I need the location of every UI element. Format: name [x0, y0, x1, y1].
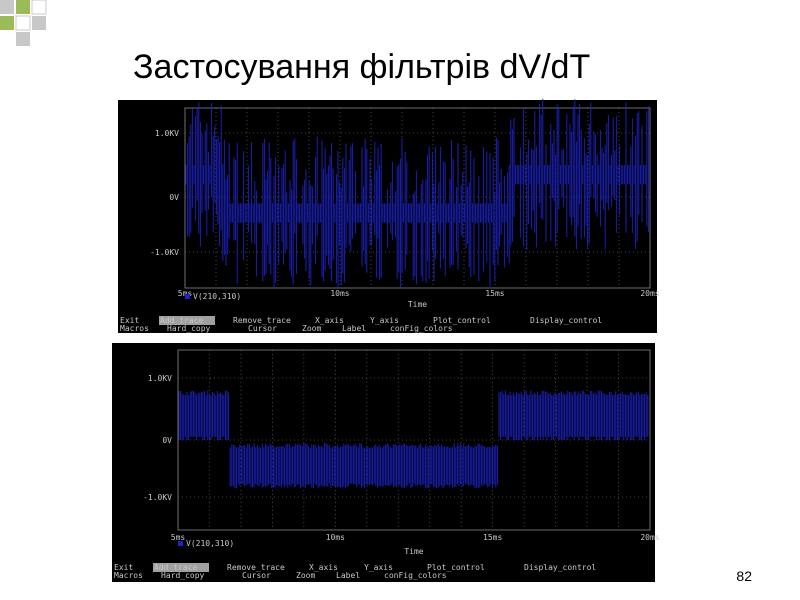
menu-item: Cursor	[248, 324, 277, 333]
menu-item: X_axis	[309, 563, 338, 572]
slide-title: Застосування фільтрів dV/dT	[133, 48, 590, 86]
y-tick-label: 0V	[169, 193, 179, 202]
x-tick-label: 15ms	[483, 533, 502, 542]
x-axis-label: Time	[408, 300, 427, 309]
menu-item: Add_trace	[154, 563, 198, 572]
waveform	[178, 390, 649, 489]
menu-item: Plot_control	[427, 563, 485, 572]
y-tick-label: 1.0KV	[155, 129, 179, 138]
menu-item: Label	[336, 571, 360, 580]
legend-swatch	[185, 294, 190, 299]
waveform	[185, 98, 649, 289]
menu-item: Hard_copy	[161, 571, 205, 580]
y-tick-label: -1.0KV	[150, 248, 179, 257]
menu-highlight	[159, 316, 215, 325]
menu-item: Y_axis	[370, 316, 399, 325]
x-tick-label: 10ms	[330, 289, 349, 298]
menu-item: Exit	[114, 563, 133, 572]
plot-frame	[177, 349, 651, 531]
x-tick-label: 5ms	[178, 289, 193, 298]
x-tick-label: 20ms	[640, 289, 659, 298]
x-tick-label: 15ms	[485, 289, 504, 298]
scope-screenshot: 1.0KV 0V -1.0KV 5ms 10ms 15ms 20ms V(210,310) Ti…	[112, 343, 660, 582]
y-tick-label: 1.0KV	[148, 374, 172, 383]
menu-item: Remove_trace	[233, 316, 291, 325]
menu-item: Macros	[114, 571, 143, 580]
x-tick-label: 10ms	[326, 533, 345, 542]
menu-item: Hard_copy	[167, 324, 211, 333]
scope-screenshot: 1.0KV 0V -1.0KV 5ms 10ms 15ms 20ms V(210,310) Ti…	[118, 98, 660, 333]
legend-swatch	[178, 541, 183, 546]
y-tick-label: 0V	[162, 436, 172, 445]
menu-item: Display_control	[524, 563, 596, 572]
menu-item: Exit	[120, 316, 139, 325]
plot-frame	[184, 107, 651, 289]
menu-item: Cursor	[242, 571, 271, 580]
menu-highlight	[153, 563, 209, 572]
menu-item: Remove_trace	[227, 563, 285, 572]
legend-label: V(210,310)	[193, 292, 241, 301]
menu-item: Display_control	[530, 316, 602, 325]
menu-item: conFig_colors	[390, 324, 453, 333]
menu-item: Y_axis	[364, 563, 393, 572]
menu-item: X_axis	[315, 316, 344, 325]
menu-item: Label	[342, 324, 366, 333]
corner-decoration	[0, 0, 47, 46]
x-axis-label: Time	[404, 547, 423, 556]
page-number: 82	[736, 568, 752, 584]
menu-item: Plot_control	[433, 316, 491, 325]
x-tick-label: 20ms	[640, 533, 659, 542]
menu-item: Zoom	[296, 571, 315, 580]
legend-label: V(210,310)	[186, 539, 234, 548]
x-tick-label: 5ms	[171, 533, 186, 542]
menu-item: Macros	[120, 324, 149, 333]
menu-item: Add_trace	[160, 316, 204, 325]
menu-item: conFig_colors	[384, 571, 447, 580]
y-tick-label: -1.0KV	[143, 493, 172, 502]
menu-item: Zoom	[302, 324, 321, 333]
